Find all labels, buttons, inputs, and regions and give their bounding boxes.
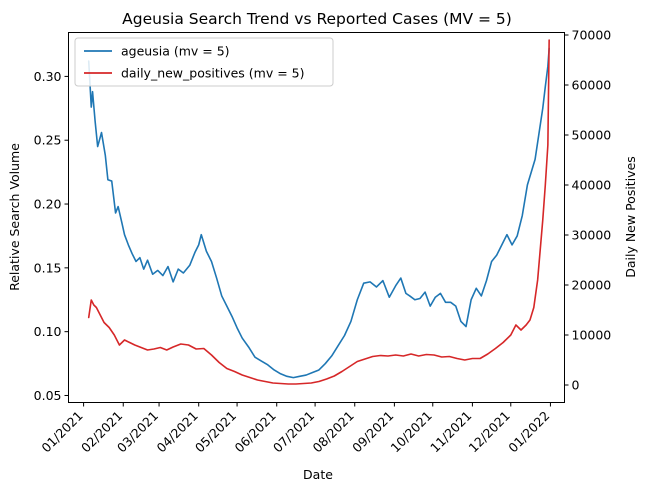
axes-frame — [68, 32, 565, 403]
y-axis-left: 0.05 0.10 0.15 0.20 0.25 0.30 — [34, 69, 69, 403]
chart-title: Ageusia Search Trend vs Reported Cases (… — [122, 10, 512, 28]
legend: ageusia (mv = 5) daily_new_positives (mv… — [74, 37, 334, 87]
y-right-tick-label: 40000 — [572, 178, 612, 193]
y-right-tick-label: 60000 — [572, 78, 612, 93]
y-left-tick-label: 0.20 — [34, 197, 62, 212]
y-right-tick-label: 30000 — [572, 228, 612, 243]
y-axis-right: 0 10000 20000 30000 40000 50000 60000 70000 — [564, 28, 612, 393]
y-right-tick-label: 50000 — [572, 128, 612, 143]
y-right-tick-label: 10000 — [572, 328, 612, 343]
y-axis-left-label: Relative Search Volume — [7, 143, 22, 291]
series-layer — [87, 39, 550, 385]
y-right-tick-label: 20000 — [572, 278, 612, 293]
series-line-ageusia — [87, 47, 550, 379]
y-left-tick-label: 0.05 — [34, 388, 62, 403]
y-left-tick-label: 0.25 — [34, 133, 62, 148]
y-right-tick-label: 0 — [572, 378, 580, 393]
x-axis-label: Date — [303, 467, 333, 482]
y-axis-right-label: Daily New Positives — [623, 156, 638, 278]
y-right-tick-label: 70000 — [572, 28, 612, 43]
plot-area — [68, 32, 565, 403]
legend-label-daily-new-positives: daily_new_positives (mv = 5) — [121, 66, 305, 81]
legend-frame — [74, 37, 334, 87]
y-left-tick-label: 0.15 — [34, 260, 62, 275]
legend-label-ageusia: ageusia (mv = 5) — [121, 44, 230, 59]
y-left-tick-label: 0.10 — [34, 324, 62, 339]
series-line-daily-new-positives — [87, 39, 550, 385]
y-left-tick-label: 0.30 — [34, 69, 62, 84]
